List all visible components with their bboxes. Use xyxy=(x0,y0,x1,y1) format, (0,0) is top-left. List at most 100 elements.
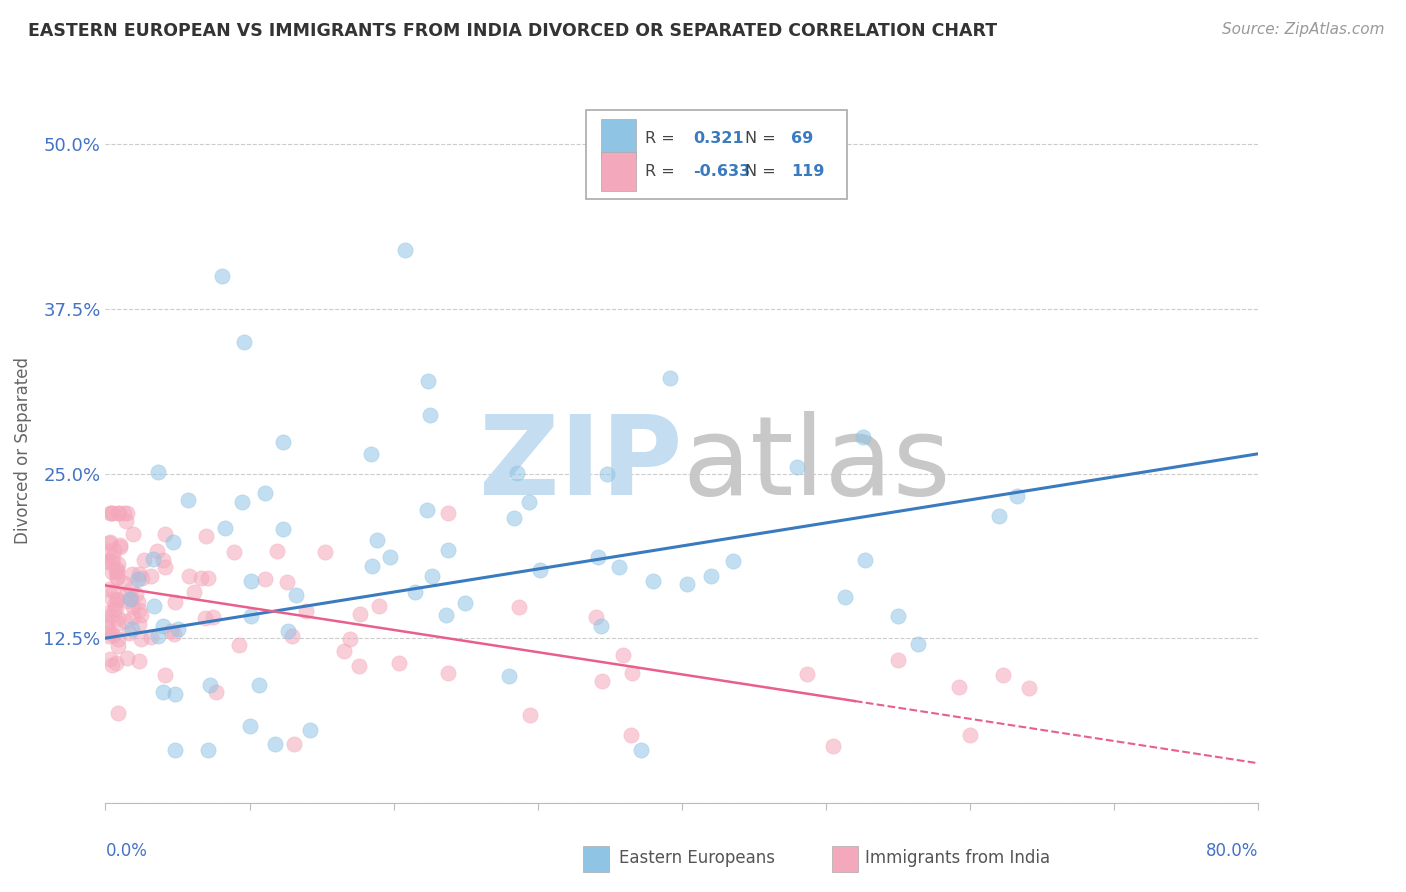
Point xyxy=(285,588,308,602)
Point xyxy=(101,550,124,565)
Point xyxy=(517,495,540,509)
Point xyxy=(239,719,262,733)
Text: atlas: atlas xyxy=(682,411,950,518)
Text: EASTERN EUROPEAN VS IMMIGRANTS FROM INDIA DIVORCED OR SEPARATED CORRELATION CHAR: EASTERN EUROPEAN VS IMMIGRANTS FROM INDI… xyxy=(28,22,997,40)
Point xyxy=(676,577,699,591)
Point xyxy=(101,554,124,568)
Point xyxy=(101,658,124,673)
Point xyxy=(277,624,299,639)
Point xyxy=(498,669,520,683)
Point xyxy=(128,653,150,667)
Point xyxy=(786,459,808,474)
Point xyxy=(205,685,228,699)
Point xyxy=(987,509,1010,524)
Point xyxy=(112,506,135,520)
Point xyxy=(165,743,187,757)
Point xyxy=(122,609,145,624)
Point xyxy=(128,603,150,617)
Point xyxy=(197,743,219,757)
Point xyxy=(779,137,801,152)
FancyBboxPatch shape xyxy=(586,110,846,199)
Point xyxy=(107,632,129,646)
Point xyxy=(115,588,138,602)
Point xyxy=(165,687,187,701)
Point xyxy=(104,597,127,611)
Point xyxy=(589,619,612,633)
Point xyxy=(853,553,876,567)
Point xyxy=(128,567,150,582)
Point xyxy=(239,608,262,623)
Point xyxy=(153,560,176,574)
Point xyxy=(418,374,440,388)
Point xyxy=(339,632,361,647)
Text: ZIP: ZIP xyxy=(478,411,682,518)
Point xyxy=(887,608,910,623)
Point xyxy=(659,371,682,385)
Point xyxy=(959,728,981,742)
Point xyxy=(420,569,443,583)
Bar xyxy=(602,120,636,158)
Point xyxy=(796,666,818,681)
Point xyxy=(98,506,121,520)
Point xyxy=(194,611,217,625)
Point xyxy=(821,739,844,753)
Point xyxy=(177,492,200,507)
Point xyxy=(195,528,218,542)
Point xyxy=(127,573,149,587)
Point xyxy=(96,554,118,568)
Point xyxy=(105,592,128,607)
Point xyxy=(299,723,322,737)
Point xyxy=(607,559,630,574)
Point xyxy=(103,543,125,558)
Point xyxy=(96,544,118,558)
Point xyxy=(1018,681,1040,695)
Point xyxy=(97,629,120,643)
Point xyxy=(378,549,401,564)
Point xyxy=(105,656,128,670)
Point xyxy=(222,545,245,559)
Point xyxy=(96,606,118,620)
Point xyxy=(419,408,441,422)
Point xyxy=(107,706,129,720)
Point xyxy=(122,527,145,541)
Point xyxy=(125,587,148,601)
Point xyxy=(107,639,129,653)
Text: 119: 119 xyxy=(792,164,825,179)
Point xyxy=(240,574,263,588)
Point xyxy=(128,616,150,631)
Point xyxy=(231,495,253,509)
Point xyxy=(143,599,166,613)
Point xyxy=(108,506,131,520)
Point xyxy=(214,521,236,535)
Point xyxy=(643,574,665,588)
Point xyxy=(197,571,219,585)
Point xyxy=(96,620,118,634)
Point xyxy=(360,446,382,460)
Point xyxy=(104,565,127,579)
Point xyxy=(152,619,174,633)
Point xyxy=(97,582,120,596)
Point xyxy=(120,582,142,596)
Point xyxy=(98,624,121,639)
Point xyxy=(127,595,149,609)
Point xyxy=(163,595,186,609)
Point xyxy=(596,467,619,481)
Point xyxy=(437,506,460,520)
Point xyxy=(183,585,205,599)
Point xyxy=(620,666,643,681)
Text: 0.0%: 0.0% xyxy=(105,842,148,860)
Point xyxy=(101,628,124,642)
Point xyxy=(266,544,288,558)
Point xyxy=(105,593,128,607)
Point xyxy=(723,553,745,567)
Text: R =: R = xyxy=(645,131,675,146)
Point xyxy=(120,591,142,606)
Point xyxy=(404,585,426,599)
Point xyxy=(797,163,820,178)
Point xyxy=(121,622,143,636)
Point xyxy=(415,503,437,517)
Point xyxy=(108,540,131,554)
Point xyxy=(105,564,128,578)
Point xyxy=(368,599,391,613)
Point xyxy=(100,506,122,520)
